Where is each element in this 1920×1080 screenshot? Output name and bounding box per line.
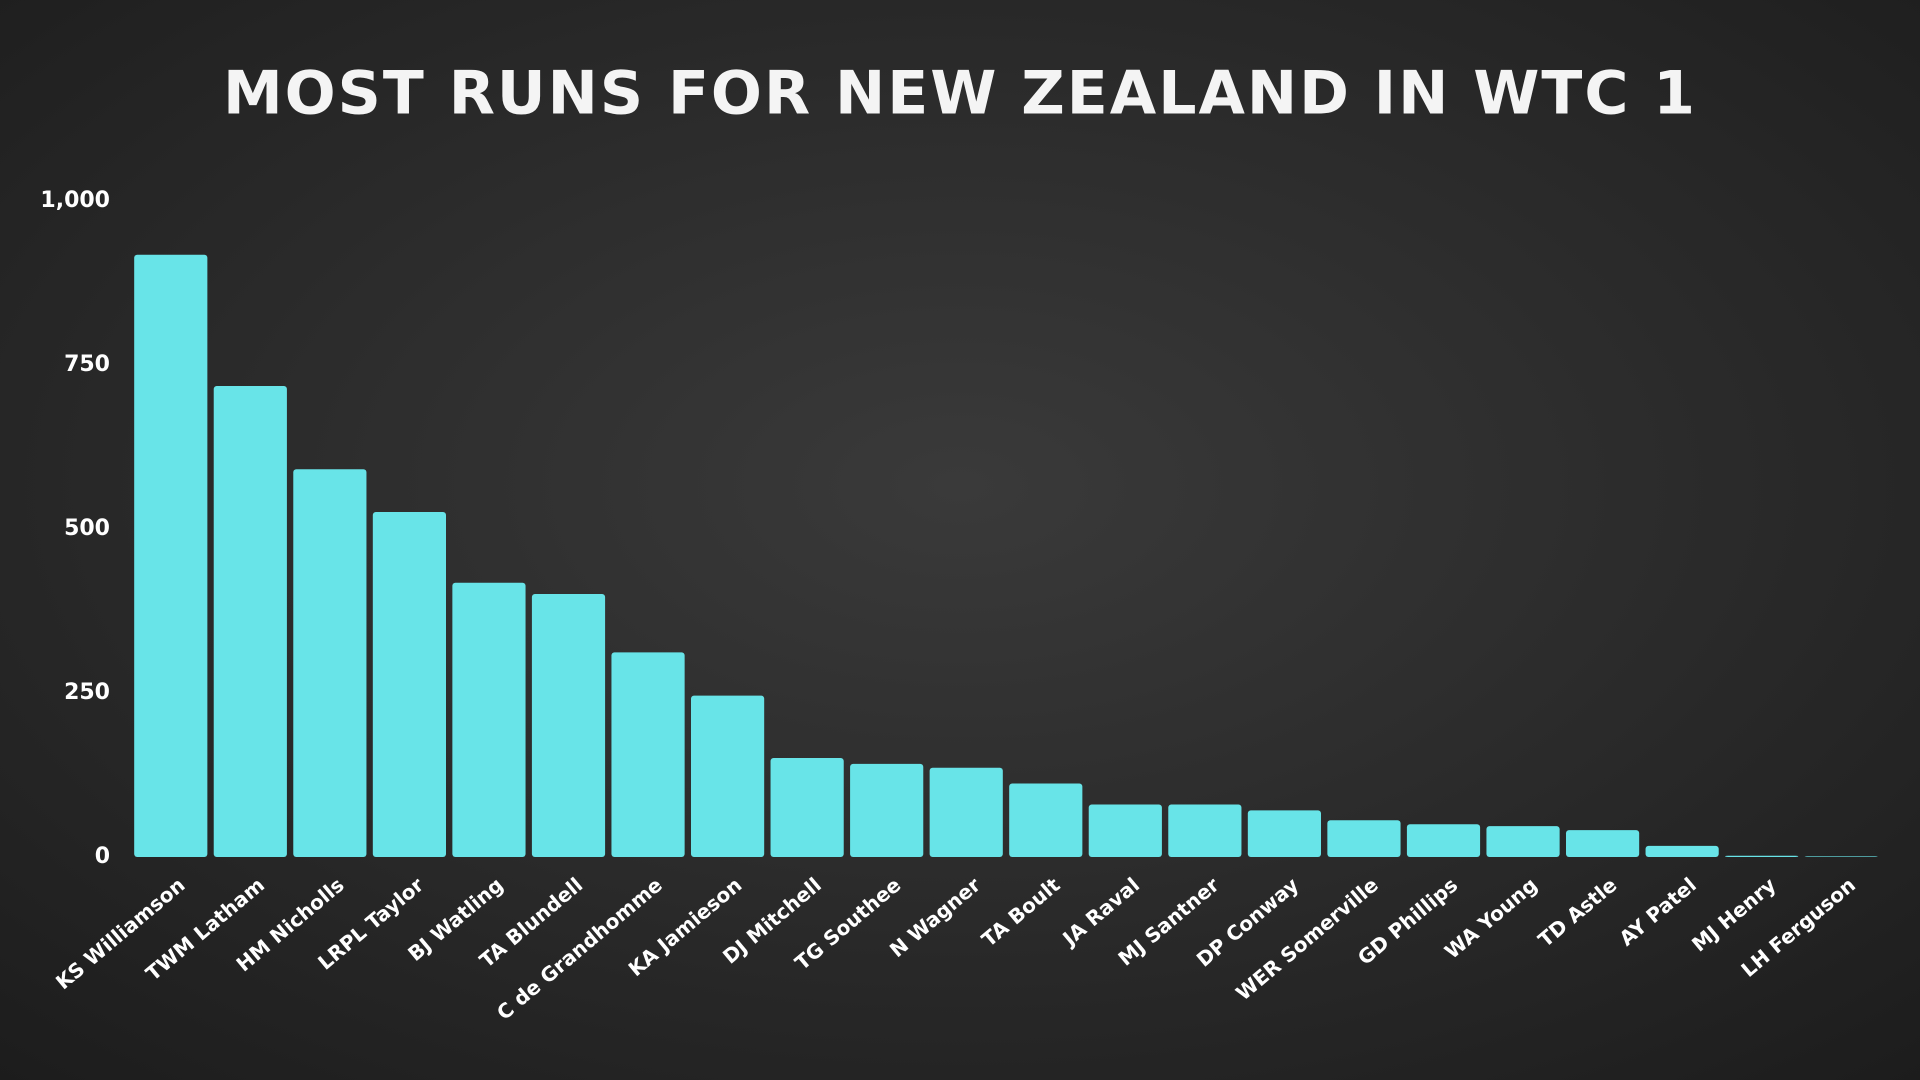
bar — [1566, 830, 1640, 857]
y-tick-label: 0 — [95, 844, 110, 869]
bar — [1088, 804, 1162, 857]
bar — [1247, 810, 1321, 857]
bar — [1725, 855, 1799, 857]
bar — [134, 254, 208, 858]
bar — [850, 763, 924, 857]
bar — [1406, 824, 1481, 857]
bar — [1168, 804, 1242, 857]
chart-title: Most runs for New Zealand in WTC 1 — [223, 59, 1697, 129]
bar — [1486, 826, 1560, 857]
bar — [452, 582, 526, 857]
bar — [293, 469, 367, 857]
bar — [1804, 856, 1878, 857]
bar — [929, 767, 1003, 857]
bar — [770, 757, 844, 857]
bar — [1327, 820, 1401, 857]
bar — [531, 593, 606, 857]
bar — [372, 511, 446, 857]
y-tick-label: 750 — [64, 352, 110, 377]
bar — [611, 652, 685, 857]
bar — [1645, 845, 1719, 857]
y-tick-label: 250 — [64, 680, 110, 705]
bar — [1009, 783, 1083, 857]
y-tick-label: 1,000 — [40, 188, 110, 213]
bar — [691, 695, 765, 857]
bar — [213, 385, 287, 857]
y-tick-label: 500 — [64, 516, 110, 541]
